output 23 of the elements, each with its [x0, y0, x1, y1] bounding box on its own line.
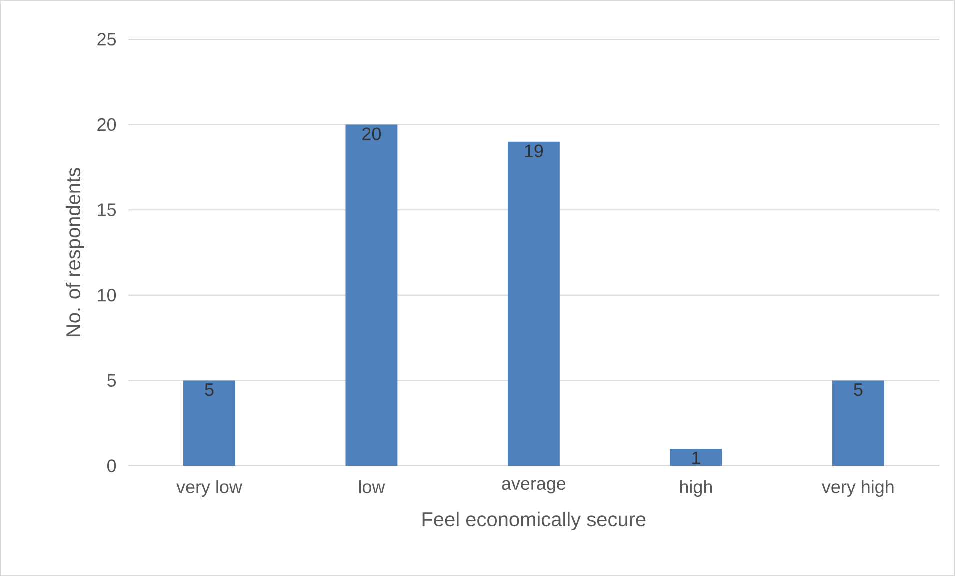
y-tick-label: 15: [98, 204, 116, 216]
y-tick-label: 5: [107, 374, 116, 387]
data-label: 5: [205, 383, 214, 396]
y-tick-label: 10: [98, 288, 116, 302]
data-label: 5: [854, 383, 863, 396]
x-tick-label: very high: [822, 480, 894, 497]
bar: [346, 124, 398, 466]
x-tick-label: average: [502, 480, 566, 494]
x-tick-label: high: [680, 480, 712, 497]
y-tick-label: 0: [107, 459, 116, 472]
bar: [832, 380, 884, 466]
x-axis-title: Feel economically secure: [422, 512, 646, 530]
y-axis-title: No. of respondents: [66, 168, 85, 336]
y-tick-label: 25: [98, 32, 116, 46]
y-tick-label: 20: [98, 118, 116, 131]
data-label: 1: [692, 452, 700, 464]
data-label: 19: [525, 144, 544, 158]
bar: [184, 380, 236, 466]
x-tick-label: very low: [176, 480, 242, 497]
data-label: 20: [362, 128, 382, 140]
x-tick-label: low: [359, 480, 386, 494]
bar: [508, 142, 560, 466]
bar: [670, 448, 722, 466]
